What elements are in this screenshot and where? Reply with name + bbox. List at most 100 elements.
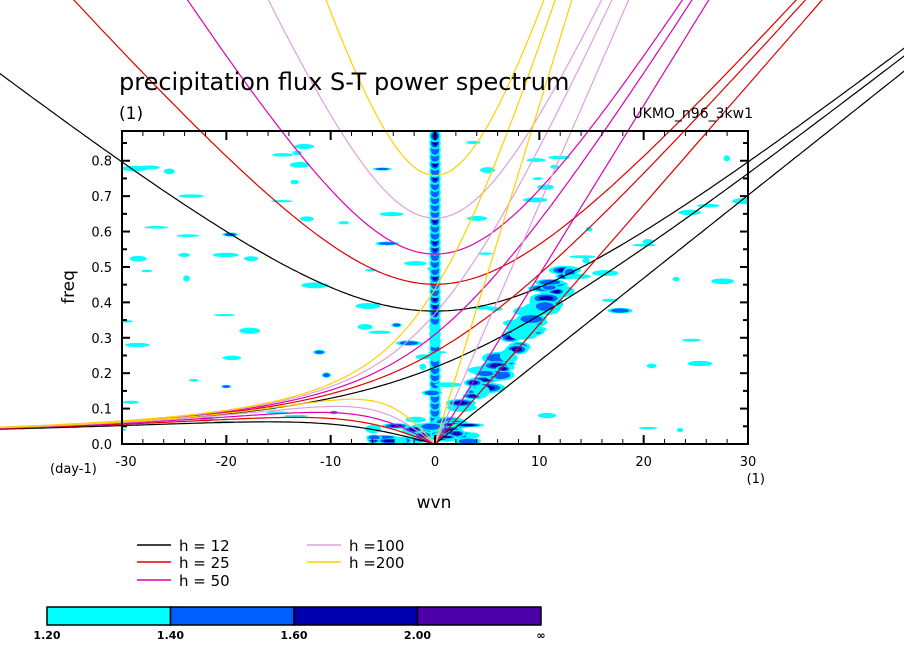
power-contour — [711, 278, 735, 285]
power-contour — [183, 275, 191, 282]
power-contour — [585, 226, 593, 232]
power-contour — [212, 252, 239, 258]
power-contour — [532, 177, 543, 181]
power-contours — [122, 131, 748, 444]
power-contour — [481, 378, 487, 381]
kelvin-curve — [434, 0, 573, 444]
chart-subtitle-left: (1) — [119, 104, 143, 124]
chart-title: precipitation flux S-T power spectrum — [119, 68, 569, 96]
power-contour — [163, 168, 175, 175]
power-contour — [522, 197, 548, 203]
power-contour — [314, 350, 324, 354]
colorbar-label: 1.60 — [280, 629, 307, 642]
power-contour — [222, 355, 242, 361]
legend-label: h =200 — [349, 554, 404, 572]
power-contour — [122, 400, 139, 404]
power-contour — [566, 273, 591, 279]
power-contour — [697, 203, 720, 208]
power-contour — [129, 255, 147, 262]
ig1-curve — [325, 0, 545, 177]
power-contour — [357, 324, 373, 330]
power-contour — [139, 165, 160, 170]
ig1-curve — [186, 0, 684, 255]
power-contour — [676, 427, 684, 433]
colorbar-label: ∞ — [536, 629, 545, 642]
power-contour — [646, 363, 657, 369]
power-contour — [392, 323, 401, 327]
power-contour — [537, 412, 557, 419]
power-contour — [538, 295, 554, 301]
power-contour — [355, 302, 381, 309]
power-contour — [141, 269, 153, 273]
power-contour — [477, 370, 494, 377]
kelvin-curve — [434, 70, 904, 444]
power-contour — [642, 239, 654, 245]
power-contour — [537, 184, 554, 190]
power-contour — [188, 378, 199, 382]
power-contour — [477, 252, 493, 255]
colorbar-label: 1.20 — [33, 629, 60, 642]
y-tick-label: 0.2 — [91, 367, 112, 382]
power-contour — [509, 330, 538, 340]
power-contour — [458, 438, 478, 444]
power-contour — [368, 435, 380, 440]
legend-label: h =100 — [349, 537, 404, 555]
power-contour — [125, 342, 150, 347]
power-contour — [465, 432, 480, 439]
power-contour — [323, 373, 330, 378]
colorbar-segment — [416, 606, 542, 626]
power-contour — [289, 161, 310, 168]
kelvin-curve — [434, 0, 823, 444]
power-contour — [424, 390, 440, 396]
x-tick-label: 20 — [635, 455, 652, 470]
power-contour — [301, 282, 329, 289]
power-contour — [466, 215, 488, 221]
power-contour — [419, 363, 427, 370]
power-contour — [213, 313, 236, 317]
kelvin-curve — [434, 0, 710, 444]
y-tick-label: 0.5 — [91, 261, 112, 276]
colorbar: 1.20 1.40 1.60 2.00 ∞ — [33, 606, 546, 642]
y-unit-label: (day-1) — [50, 462, 97, 477]
rossby1-curve — [0, 398, 436, 444]
power-contour — [610, 308, 630, 313]
power-contour — [520, 315, 543, 323]
axis-ticks — [121, 131, 749, 445]
y-tick-label: 0.8 — [91, 155, 112, 170]
power-contour — [569, 255, 596, 259]
power-contour — [178, 194, 205, 198]
power-contour — [290, 179, 299, 185]
power-contour — [454, 432, 458, 435]
power-contour — [592, 270, 619, 277]
power-contour — [176, 234, 200, 238]
y-tick-label: 0.3 — [91, 332, 112, 347]
power-contour — [526, 158, 546, 162]
power-contour — [445, 436, 449, 439]
chart-subtitle-right: UKMO_n96_3kw1 — [632, 106, 753, 122]
y-tick-label: 0.1 — [91, 403, 112, 418]
y-tick-label: 0.7 — [91, 190, 112, 205]
colorbar-segment — [46, 606, 172, 626]
power-contour — [299, 216, 314, 222]
power-contour — [687, 360, 713, 367]
dispersion-curves — [0, 0, 904, 444]
power-contour — [582, 257, 590, 264]
colorbar-segment — [169, 606, 295, 626]
x-tick-labels: -30 -20 -10 0 10 20 30 — [115, 455, 756, 470]
x-tick-label: 10 — [531, 455, 548, 470]
legend-label: h = 50 — [179, 572, 230, 590]
colorbar-segment — [293, 606, 419, 626]
power-contour — [732, 198, 748, 205]
power-contour — [682, 338, 702, 342]
power-contour — [471, 395, 475, 398]
power-contour — [542, 284, 556, 290]
kelvin-curve — [434, 0, 630, 444]
power-contour — [602, 298, 618, 303]
power-contour — [723, 155, 730, 162]
power-contour — [421, 423, 441, 430]
power-contour — [395, 436, 408, 444]
power-contour — [552, 289, 561, 294]
ig1-curve — [73, 0, 797, 285]
y-tick-label: 0.6 — [91, 226, 112, 241]
power-contour — [427, 351, 447, 354]
